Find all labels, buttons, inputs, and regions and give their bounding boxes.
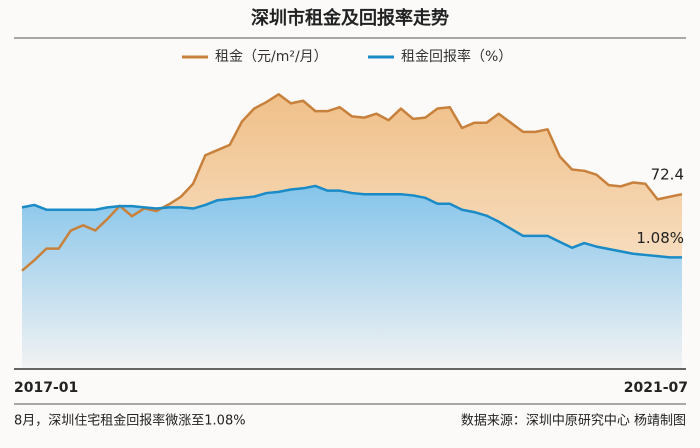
- data-label: 1.08%: [636, 229, 684, 247]
- series-line: [21, 184, 682, 259]
- x-tick-label: 2021-07: [624, 380, 688, 396]
- area: [22, 185, 682, 368]
- source: 数据来源：深圳中原研究中心 杨靖制图: [461, 414, 686, 429]
- legend-label: 租金（元/m²/月）: [215, 49, 328, 65]
- caption: 8月，深圳住宅租金回报率微涨至1.08%: [14, 413, 246, 429]
- chart-title: 深圳市租金及回报率走势: [251, 7, 449, 29]
- plot-area: 72.4 1.08%: [21, 93, 684, 369]
- x-tick-label: 2017-01: [14, 380, 78, 396]
- legend-label: 租金回报率（%）: [401, 48, 512, 65]
- data-label: 72.4: [651, 166, 684, 184]
- series-line: [21, 93, 683, 272]
